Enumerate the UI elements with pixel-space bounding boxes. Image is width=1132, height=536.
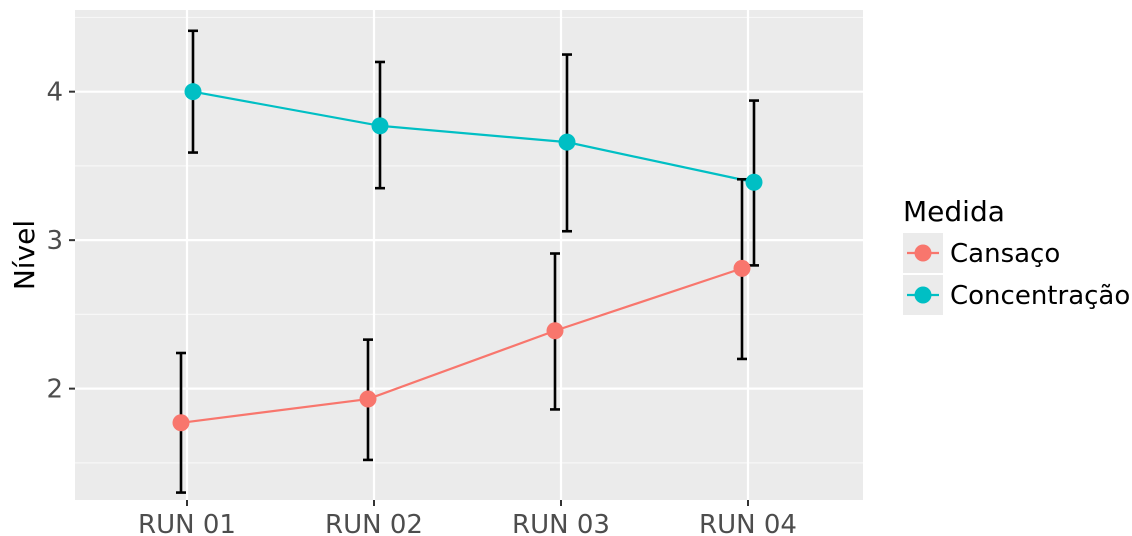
legend-label: Concentração [950, 281, 1130, 311]
series-lines [180, 90, 755, 424]
x-tick-label: RUN 03 [512, 510, 610, 536]
y-axis: 2 3 4 [46, 78, 75, 405]
data-point [733, 259, 751, 277]
x-tick-label: RUN 04 [699, 510, 797, 536]
y-tick-label: 3 [46, 226, 63, 256]
grid-minor [75, 16, 863, 464]
data-point [745, 173, 763, 191]
data-point [172, 414, 190, 432]
data-point [359, 390, 377, 408]
legend-key-point [914, 244, 932, 262]
series-line [180, 267, 743, 424]
legend-label: Cansaço [950, 239, 1060, 269]
legend-title: Medida [903, 195, 1005, 228]
legend-key-point [914, 286, 932, 304]
y-tick-label: 2 [46, 375, 63, 405]
series-line [192, 90, 755, 184]
x-axis: RUN 01 RUN 02 RUN 03 RUN 04 [138, 500, 797, 536]
legend-item: Cansaço [903, 233, 1060, 273]
legend: Medida Cansaço Concentração [903, 195, 1130, 315]
x-tick-label: RUN 02 [325, 510, 423, 536]
legend-items: Cansaço Concentração [903, 233, 1130, 315]
data-point [371, 117, 389, 135]
y-axis-title: Nível [8, 220, 41, 290]
data-point [546, 322, 564, 340]
y-tick-label: 4 [46, 78, 63, 108]
data-point [184, 83, 202, 101]
legend-item: Concentração [903, 275, 1130, 315]
x-tick-label: RUN 01 [138, 510, 236, 536]
data-points [172, 83, 763, 432]
data-point [558, 133, 576, 151]
